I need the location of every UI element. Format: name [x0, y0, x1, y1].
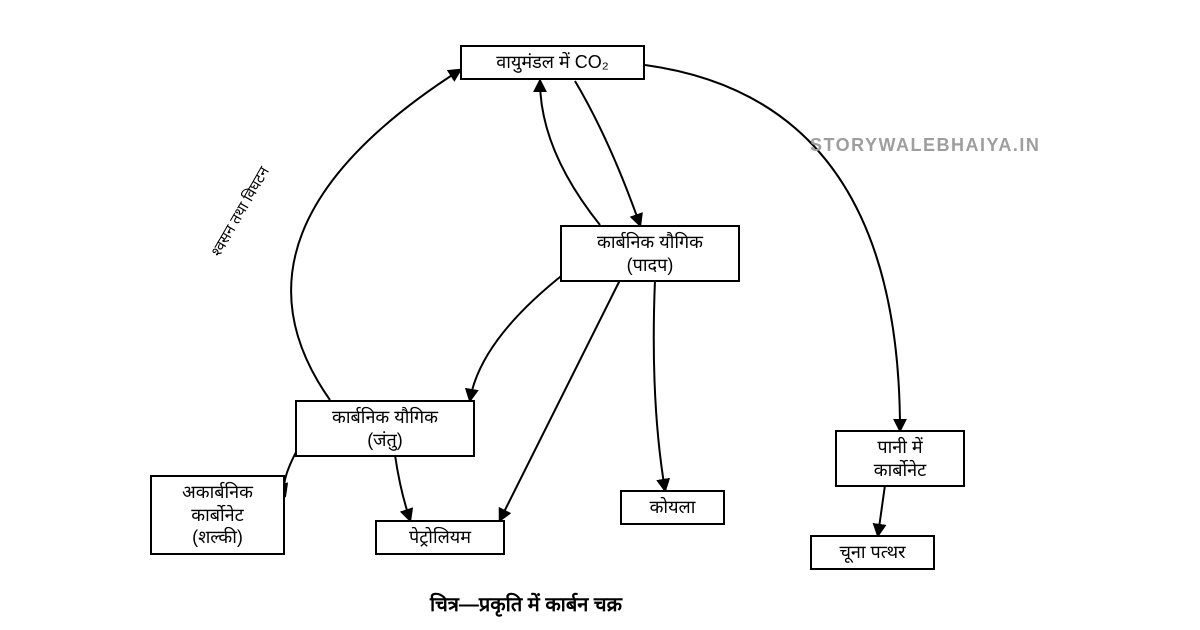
respiration-label: श्वसन तथा विघटन	[206, 163, 274, 260]
edge-plants-to-petrol	[500, 280, 620, 520]
node-carbonate-l2: कार्बोनेट	[191, 505, 244, 525]
node-limestone: चूना पत्थर	[810, 535, 935, 570]
node-coal-l1: कोयला	[650, 497, 696, 517]
diagram-caption: चित्र—प्रकृति में कार्बन चक्र	[430, 590, 622, 617]
node-carbonate-l1: अकार्बनिक	[182, 482, 253, 502]
node-co2-label: वायुमंडल में CO₂	[496, 52, 608, 72]
edge-animals-to-petrol	[395, 455, 410, 520]
node-animals-l1: कार्बनिक यौगिक	[332, 407, 438, 427]
node-watercarb-l1: पानी में	[877, 437, 922, 457]
edge-plants-to-coal	[654, 280, 665, 490]
edge-co2-to-plants	[575, 81, 640, 225]
edge-watercarb-to-lime	[878, 485, 885, 535]
node-limestone-l1: चूना पत्थर	[839, 542, 905, 562]
node-plants-l1: कार्बनिक यौगिक	[597, 232, 703, 252]
node-petroleum-l1: पेट्रोलियम	[409, 527, 471, 547]
node-water-carbonate: पानी में कार्बोनेट	[835, 430, 965, 487]
node-animals-l2: (जंतु)	[367, 430, 403, 450]
node-plants-l2: (पादप)	[627, 255, 674, 275]
watermark-text: STORYWALEBHAIYA.IN	[810, 135, 1040, 156]
edge-animals-to-co2	[291, 70, 460, 400]
node-carbonate-l3: (शल्की)	[192, 527, 243, 547]
edge-plants-to-animals	[470, 273, 565, 400]
node-petroleum: पेट्रोलियम	[375, 520, 505, 555]
edge-plants-to-co2	[540, 81, 600, 225]
node-watercarb-l2: कार्बोनेट	[874, 460, 927, 480]
node-carbonate: अकार्बनिक कार्बोनेट (शल्की)	[150, 475, 285, 555]
node-coal: कोयला	[620, 490, 725, 525]
node-co2: वायुमंडल में CO₂	[460, 45, 645, 80]
node-animals: कार्बनिक यौगिक (जंतु)	[295, 400, 475, 457]
node-plants: कार्बनिक यौगिक (पादप)	[560, 225, 740, 282]
